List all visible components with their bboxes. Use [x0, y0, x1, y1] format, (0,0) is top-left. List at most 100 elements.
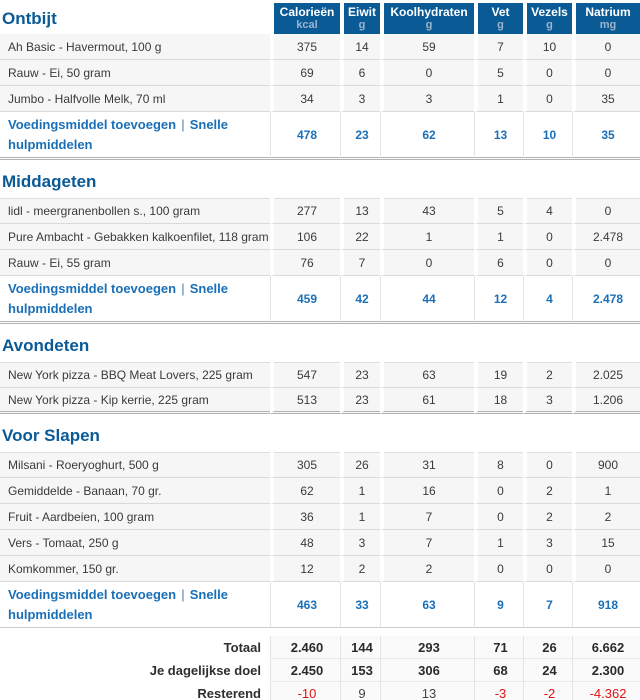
nutrient-value: 2	[340, 556, 380, 582]
nutrient-value: 918	[572, 582, 640, 628]
food-name[interactable]: Jumbo - Halfvolle Melk, 70 ml	[0, 86, 270, 112]
food-name[interactable]: Pure Ambacht - Gebakken kalkoenfilet, 11…	[0, 224, 270, 250]
nutrient-value: 3	[340, 530, 380, 556]
food-name[interactable]: Fruit - Aardbeien, 100 gram	[0, 504, 270, 530]
link-separator-icon: |	[181, 117, 185, 132]
meal-title-avondeten: Avondeten	[2, 336, 90, 355]
nutrient-value: 3	[380, 86, 474, 112]
section-add-row: Voedingsmiddel toevoegen | Snelle hulpmidd…	[0, 112, 640, 160]
nutrient-value: 62	[270, 478, 340, 504]
nutrient-value: 2	[380, 556, 474, 582]
food-row: Pure Ambacht - Gebakken kalkoenfilet, 11…	[0, 224, 640, 250]
nutrient-value: 4	[523, 198, 572, 224]
summary-row-resterend: Resterend -10 9 13 -3 -2 -4.362	[0, 682, 640, 700]
nutrient-value: 24	[523, 659, 572, 682]
column-unit: g	[497, 19, 504, 32]
nutrient-value: 23	[340, 388, 380, 414]
add-food-link[interactable]: Voedingsmiddel toevoegen	[8, 587, 177, 602]
nutrient-value: 26	[523, 636, 572, 659]
food-name[interactable]: New York pizza - Kip kerrie, 225 gram	[0, 388, 270, 414]
nutrient-value: 1	[340, 478, 380, 504]
nutrient-value: 5	[474, 198, 523, 224]
food-row: Jumbo - Halfvolle Melk, 70 ml 34 3 3 1 0 35	[0, 86, 640, 112]
food-name[interactable]: lidl - meergranenbollen s., 100 gram	[0, 198, 270, 224]
nutrient-value: 900	[572, 452, 640, 478]
nutrient-value: 478	[270, 112, 340, 160]
nutrient-value: -4.362	[572, 682, 640, 700]
section-links: Voedingsmiddel toevoegen | Snelle hulpmidd…	[0, 582, 270, 628]
food-name[interactable]: Gemiddelde - Banaan, 70 gr.	[0, 478, 270, 504]
nutrient-value: 10	[523, 34, 572, 60]
column-header-koolhydraten: Koolhydraten g	[380, 3, 474, 34]
nutrient-value: 3	[340, 86, 380, 112]
nutrient-value: 0	[474, 478, 523, 504]
meal-section-heading: Voor Slapen	[0, 414, 640, 452]
quick-tools-link[interactable]: Snelle hulpmiddelen	[8, 281, 228, 316]
add-food-link[interactable]: Voedingsmiddel toevoegen	[8, 281, 177, 296]
column-header-calorie-n: Calorieën kcal	[270, 3, 340, 34]
nutrient-value: 6	[340, 60, 380, 86]
nutrient-value: 7	[380, 530, 474, 556]
nutrient-value: 43	[380, 198, 474, 224]
summary-row-je-dagelijkse-doel: Je dagelijkse doel 2.450 153 306 68 24 2.300	[0, 659, 640, 682]
nutrient-value: 7	[340, 250, 380, 276]
nutrient-value: 2.460	[270, 636, 340, 659]
nutrient-value: 0	[523, 224, 572, 250]
nutrient-value: 513	[270, 388, 340, 414]
nutrient-value: 459	[270, 276, 340, 324]
column-unit: mg	[599, 19, 617, 32]
nutrient-value: 35	[572, 86, 640, 112]
nutrient-value: 7	[474, 34, 523, 60]
nutrient-value: 2	[572, 504, 640, 530]
section-links: Voedingsmiddel toevoegen | Snelle hulpmidd…	[0, 112, 270, 160]
food-name[interactable]: New York pizza - BBQ Meat Lovers, 225 gr…	[0, 362, 270, 388]
meal-section-heading: Avondeten	[0, 324, 640, 362]
food-name[interactable]: Vers - Tomaat, 250 g	[0, 530, 270, 556]
nutrient-value: 1	[340, 504, 380, 530]
nutrient-value: 76	[270, 250, 340, 276]
column-label: Vezels	[531, 4, 568, 19]
add-food-link[interactable]: Voedingsmiddel toevoegen	[8, 117, 177, 132]
nutrient-value: 463	[270, 582, 340, 628]
food-name[interactable]: Rauw - Ei, 55 gram	[0, 250, 270, 276]
food-row: lidl - meergranenbollen s., 100 gram 277…	[0, 198, 640, 224]
nutrient-value: 0	[523, 250, 572, 276]
link-separator-icon: |	[181, 281, 185, 296]
meal-title-voor-slapen: Voor Slapen	[2, 426, 100, 445]
column-unit: g	[358, 19, 366, 32]
nutrient-value: -2	[523, 682, 572, 700]
column-header-eiwit: Eiwit g	[340, 3, 380, 34]
meal-title: Ontbijt	[2, 8, 57, 28]
nutrient-value: 0	[380, 60, 474, 86]
nutrient-value: 0	[474, 504, 523, 530]
nutrient-value: 71	[474, 636, 523, 659]
food-name[interactable]: Ah Basic - Havermout, 100 g	[0, 34, 270, 60]
nutrient-value: 1	[474, 86, 523, 112]
column-header-vezels: Vezels g	[523, 3, 572, 34]
food-name[interactable]: Milsani - Roeryoghurt, 500 g	[0, 452, 270, 478]
nutrient-value: 293	[380, 636, 474, 659]
nutrient-value: 3	[523, 530, 572, 556]
nutrient-value: 3	[523, 388, 572, 414]
food-name[interactable]: Komkommer, 150 gr.	[0, 556, 270, 582]
column-label: Eiwit	[347, 4, 376, 19]
nutrient-value: 44	[380, 276, 474, 324]
nutrient-value: 10	[523, 112, 572, 160]
nutrient-value: 63	[380, 582, 474, 628]
meal-section-heading: Middageten	[0, 160, 640, 198]
nutrient-value: 0	[523, 452, 572, 478]
nutrient-value: 153	[340, 659, 380, 682]
quick-tools-link[interactable]: Snelle hulpmiddelen	[8, 117, 228, 152]
nutrient-value: 1	[380, 224, 474, 250]
link-separator-icon: |	[181, 587, 185, 602]
food-row: Rauw - Ei, 50 gram 69 6 0 5 0 0	[0, 60, 640, 86]
food-row: Vers - Tomaat, 250 g 48 3 7 1 3 15	[0, 530, 640, 556]
nutrient-value: 0	[523, 86, 572, 112]
quick-tools-link[interactable]: Snelle hulpmiddelen	[8, 587, 228, 622]
food-name[interactable]: Rauw - Ei, 50 gram	[0, 60, 270, 86]
nutrient-value: 12	[474, 276, 523, 324]
nutrient-value: 0	[572, 556, 640, 582]
nutrient-value: 375	[270, 34, 340, 60]
food-row: Gemiddelde - Banaan, 70 gr. 62 1 16 0 2 1	[0, 478, 640, 504]
